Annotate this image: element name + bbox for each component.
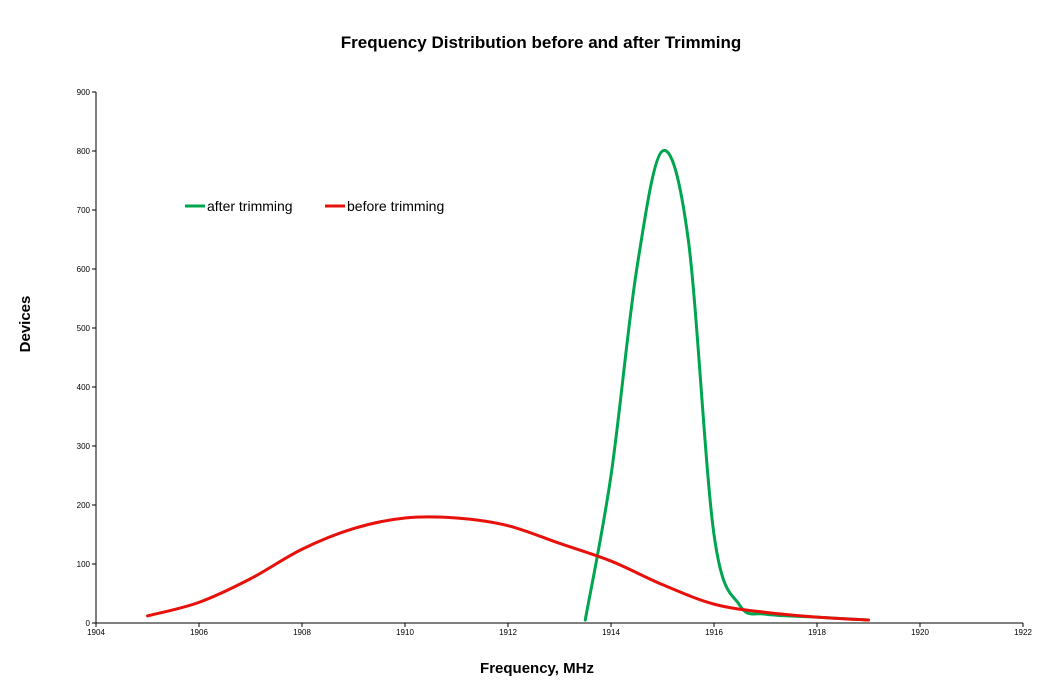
y-tick-label: 600 xyxy=(77,265,91,274)
y-tick-label: 400 xyxy=(77,383,91,392)
x-tick-label: 1918 xyxy=(808,628,826,637)
y-tick-label: 900 xyxy=(77,88,91,97)
x-tick-label: 1906 xyxy=(190,628,208,637)
x-tick-label: 1922 xyxy=(1014,628,1032,637)
x-ticks: 1904 1906 1908 1910 1912 1914 1916 1918 1920 1922 xyxy=(87,623,1032,637)
series-line-after-trimming xyxy=(583,149,870,622)
x-tick-label: 1914 xyxy=(602,628,620,637)
x-tick-label: 1904 xyxy=(87,628,105,637)
x-tick-label: 1908 xyxy=(293,628,311,637)
y-tick-label: 800 xyxy=(77,147,91,156)
legend: after trimming before trimming xyxy=(185,198,444,214)
y-tick-label: 300 xyxy=(77,442,91,451)
x-axis-label: Frequency, MHz xyxy=(480,660,594,677)
legend-label: after trimming xyxy=(207,198,293,214)
y-axis-label: Devices xyxy=(17,296,34,353)
chart-title: Frequency Distribution before and after … xyxy=(341,33,742,52)
series-lines xyxy=(146,149,870,622)
x-tick-label: 1910 xyxy=(396,628,414,637)
y-tick-label: 200 xyxy=(77,501,91,510)
y-tick-label: 100 xyxy=(77,560,91,569)
y-tick-label: 500 xyxy=(77,324,91,333)
y-ticks: 0 100 200 300 400 500 600 700 800 900 xyxy=(77,88,96,628)
series-line-before-trimming xyxy=(146,515,870,622)
x-tick-label: 1920 xyxy=(911,628,929,637)
x-tick-label: 1916 xyxy=(705,628,723,637)
legend-label: before trimming xyxy=(347,198,444,214)
x-tick-label: 1912 xyxy=(499,628,517,637)
y-tick-label: 0 xyxy=(86,619,91,628)
y-tick-label: 700 xyxy=(77,206,91,215)
